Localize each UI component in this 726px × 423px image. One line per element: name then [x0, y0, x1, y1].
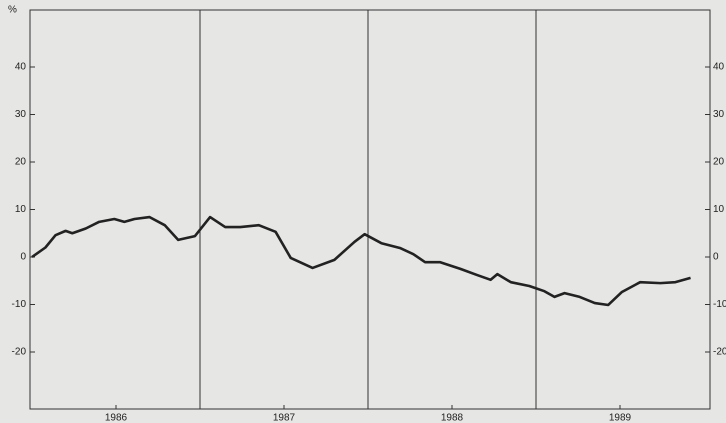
y-tick-label: 0: [20, 252, 26, 263]
y2-tick-label: -10: [713, 299, 726, 310]
y-tick-label: 30: [15, 109, 27, 120]
y-tick-label: 10: [15, 204, 27, 215]
y-unit: %: [8, 5, 17, 16]
line: [31, 215, 691, 307]
y-tick-label: -10: [12, 299, 27, 310]
y2-tick-label: 30: [713, 109, 725, 120]
y2-tick-label: 0: [713, 252, 719, 263]
x-tick-label: 1987: [273, 413, 296, 423]
x-tick-label: 1989: [609, 413, 632, 423]
y2-tick-label: 20: [713, 157, 725, 168]
x-tick-label: 1986: [105, 413, 128, 423]
y2-tick-label: -20: [713, 347, 726, 358]
y-tick-label: 20: [15, 157, 27, 168]
y-tick-label: -20: [12, 347, 27, 358]
y-tick-label: 40: [15, 62, 27, 73]
y2-tick-label: 10: [713, 204, 725, 215]
y2-tick-label: 40: [713, 62, 725, 73]
x-tick-label: 1988: [441, 413, 464, 423]
